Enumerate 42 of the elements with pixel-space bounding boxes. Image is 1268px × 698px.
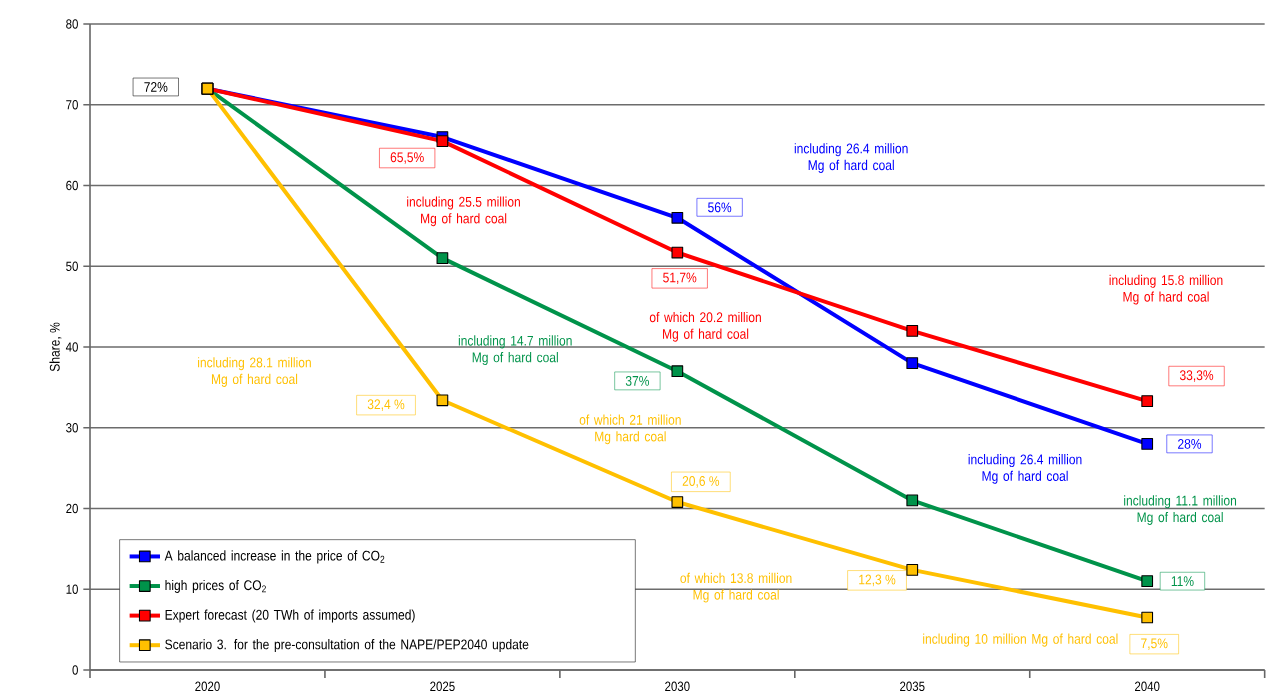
legend-label: A balanced increase in the price of CO$_{2}$ [164, 550, 385, 564]
x-tick-label: 2030 [665, 681, 690, 692]
x-tick-label: 2025 [430, 681, 455, 692]
annotation: 11% [1171, 576, 1194, 587]
annotation: 56% [708, 202, 732, 213]
annotation: including 10 million Mg of hard coal [923, 633, 1118, 647]
annotation: including 26.4 million Mg of hard coal [968, 454, 1082, 484]
x-tick-label: 2040 [1135, 681, 1160, 692]
y-tick-label: 80 [66, 19, 78, 29]
annotation: 72% [144, 82, 168, 92]
annotation: 32,4 % [367, 399, 405, 411]
x-tick-label: 2035 [900, 681, 925, 692]
y-tick-label: 10 [66, 584, 78, 594]
annotation: of which 21 million Mg hard coal [579, 414, 681, 445]
annotation: 7,5% [1141, 638, 1168, 650]
annotation: 37% [625, 375, 650, 386]
annotation: 28% [1178, 438, 1202, 449]
annotation: including 14.7 million Mg of hard coal [458, 335, 572, 366]
y-axis-title: Share, % [49, 322, 62, 372]
y-tick-label: 30 [66, 423, 78, 433]
x-tick-label: 2020 [195, 681, 220, 692]
y-tick-label: 40 [65, 342, 78, 352]
annotation: 12,3 % [859, 574, 896, 587]
annotation: including 15.8 million Mg of hard coal [1109, 274, 1223, 305]
legend-label: high prices of CO$_{2}$ [165, 579, 266, 593]
annotation: 65,5% [390, 152, 424, 164]
y-tick-label: 0 [72, 665, 78, 675]
legend-label: Scenario 3. for the pre-consultation of the NAPE/PEP2040 update [165, 639, 529, 653]
annotation: 51,7% [663, 272, 697, 285]
y-tick-label: 60 [66, 180, 78, 191]
y-tick-label: 50 [66, 261, 78, 271]
annotation: 33,3% [1179, 370, 1214, 382]
y-tick-label: 70 [66, 100, 78, 110]
annotation: including 26.4 million Mg of hard coal [794, 143, 908, 173]
annotation: of which 20.2 million Mg of hard coal [649, 311, 761, 342]
annotation: including 11.1 million Mg of hard coal [1124, 495, 1237, 525]
y-tick-label: 20 [66, 503, 78, 514]
legend-label: Expert forecast (20 TWh of imports assumed) [165, 609, 415, 623]
annotation: of which 13.8 million Mg of hard coal [680, 572, 792, 603]
annotation: including 25.5 million Mg of hard coal [407, 196, 520, 227]
annotation: 20,6 % [682, 476, 720, 488]
annotation: including 28.1 million Mg of hard coal [198, 357, 311, 387]
